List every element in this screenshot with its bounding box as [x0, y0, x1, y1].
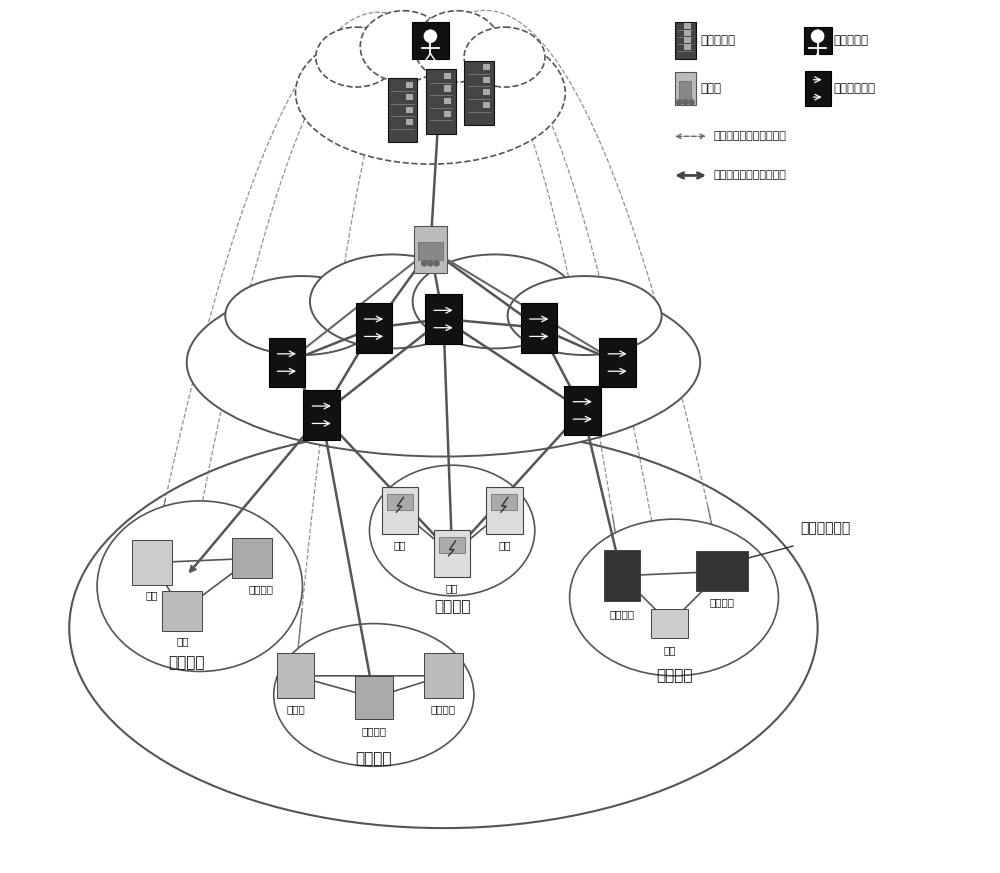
FancyBboxPatch shape: [599, 338, 636, 388]
Text: 充电桩: 充电桩: [286, 705, 305, 714]
Text: 低压电力线窄带载波通信: 低压电力线窄带载波通信: [713, 131, 786, 141]
Ellipse shape: [508, 276, 662, 355]
Text: 电表: 电表: [498, 540, 511, 550]
Text: 智能家居: 智能家居: [656, 669, 692, 684]
FancyBboxPatch shape: [805, 71, 831, 106]
Ellipse shape: [295, 22, 565, 164]
FancyBboxPatch shape: [651, 608, 688, 638]
Text: 电力载波中继: 电力载波中继: [833, 82, 875, 95]
Bar: [439, 538, 465, 553]
Bar: [684, 37, 691, 43]
Circle shape: [428, 261, 433, 266]
Text: 生产制造: 生产制造: [168, 656, 205, 670]
FancyBboxPatch shape: [388, 78, 417, 142]
Bar: [406, 94, 413, 100]
Circle shape: [689, 100, 694, 105]
Text: 电力业务终端: 电力业务终端: [800, 521, 850, 535]
FancyBboxPatch shape: [464, 60, 494, 125]
Bar: [483, 77, 490, 83]
Ellipse shape: [316, 27, 397, 87]
Ellipse shape: [187, 269, 700, 457]
Bar: [406, 81, 413, 87]
Ellipse shape: [414, 10, 501, 82]
Bar: [444, 86, 451, 92]
FancyBboxPatch shape: [564, 386, 601, 436]
FancyBboxPatch shape: [804, 26, 832, 54]
Text: 电表: 电表: [394, 540, 406, 550]
Bar: [684, 30, 691, 36]
Text: 智能冰箱: 智能冰箱: [609, 608, 634, 619]
Text: 能源动力: 能源动力: [356, 751, 392, 766]
FancyBboxPatch shape: [412, 23, 449, 58]
FancyBboxPatch shape: [232, 539, 272, 578]
Text: 公司: 公司: [146, 590, 158, 601]
FancyBboxPatch shape: [696, 552, 748, 591]
Ellipse shape: [225, 276, 379, 355]
Ellipse shape: [413, 254, 577, 348]
Circle shape: [683, 100, 688, 105]
Text: 主站服务器: 主站服务器: [700, 34, 735, 47]
FancyBboxPatch shape: [425, 294, 462, 344]
Bar: [684, 44, 691, 50]
Bar: [679, 81, 691, 99]
Bar: [406, 120, 413, 126]
FancyBboxPatch shape: [132, 540, 172, 585]
Ellipse shape: [69, 428, 818, 828]
Circle shape: [422, 261, 427, 266]
Text: 智能电视: 智能电视: [709, 597, 734, 608]
Text: 计量业务: 计量业务: [434, 599, 470, 614]
FancyBboxPatch shape: [382, 487, 418, 534]
FancyBboxPatch shape: [661, 6, 939, 215]
Text: 集中器: 集中器: [700, 82, 721, 95]
Bar: [684, 24, 691, 29]
Bar: [444, 111, 451, 117]
Circle shape: [434, 261, 439, 266]
Ellipse shape: [310, 254, 474, 348]
Text: 网络控制器: 网络控制器: [833, 34, 868, 47]
FancyBboxPatch shape: [675, 23, 696, 58]
Bar: [483, 89, 490, 95]
Circle shape: [677, 100, 682, 105]
FancyBboxPatch shape: [277, 653, 314, 698]
Ellipse shape: [360, 10, 447, 82]
Text: 配电线路: 配电线路: [361, 726, 386, 736]
Ellipse shape: [369, 465, 535, 595]
Bar: [491, 494, 517, 510]
FancyBboxPatch shape: [521, 303, 557, 353]
Bar: [387, 494, 413, 510]
Bar: [483, 102, 490, 108]
FancyBboxPatch shape: [604, 550, 640, 601]
FancyBboxPatch shape: [162, 590, 202, 630]
Ellipse shape: [570, 519, 778, 676]
Text: 智能制造: 智能制造: [248, 584, 273, 595]
Ellipse shape: [464, 27, 545, 87]
FancyBboxPatch shape: [303, 390, 340, 439]
FancyBboxPatch shape: [356, 303, 392, 353]
Bar: [406, 107, 413, 113]
Text: 低压电力线宽带载波通信: 低压电力线宽带载波通信: [713, 170, 786, 181]
Ellipse shape: [97, 501, 302, 671]
Text: 电脑: 电脑: [663, 645, 676, 656]
FancyBboxPatch shape: [434, 531, 470, 577]
Text: 热电联产: 热电联产: [431, 705, 456, 714]
Circle shape: [812, 30, 824, 42]
FancyBboxPatch shape: [426, 69, 456, 134]
Bar: [444, 98, 451, 104]
Text: 工厂: 工厂: [176, 636, 189, 647]
FancyBboxPatch shape: [414, 226, 447, 273]
Bar: [418, 243, 443, 260]
FancyBboxPatch shape: [355, 676, 393, 719]
FancyBboxPatch shape: [424, 653, 463, 698]
FancyBboxPatch shape: [486, 487, 523, 534]
Ellipse shape: [274, 623, 474, 766]
Bar: [483, 65, 490, 71]
FancyBboxPatch shape: [269, 338, 305, 388]
Bar: [444, 73, 451, 79]
Circle shape: [424, 30, 436, 42]
Text: 电表: 电表: [446, 583, 458, 594]
FancyBboxPatch shape: [675, 72, 696, 105]
